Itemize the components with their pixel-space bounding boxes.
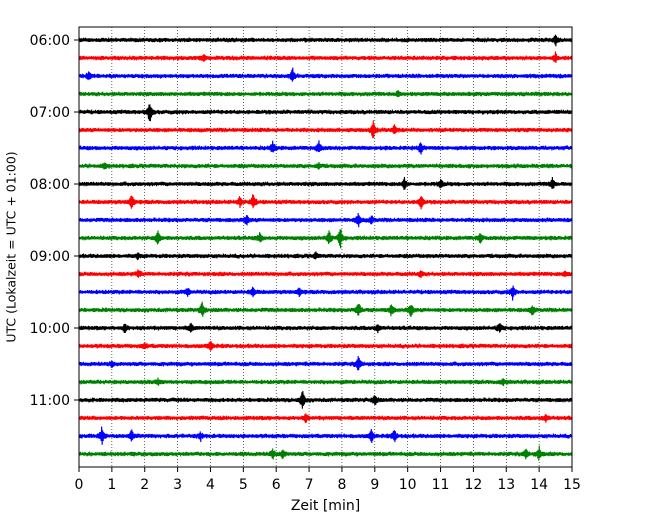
x-tick-label: 15 xyxy=(563,477,581,493)
x-tick-label: 11 xyxy=(432,477,450,493)
trace-1045 xyxy=(78,377,573,386)
trace-0645 xyxy=(78,90,573,98)
x-tick-label: 5 xyxy=(239,477,248,493)
y-tick-label: 11:00 xyxy=(30,393,70,409)
x-tick-label: 7 xyxy=(305,477,314,493)
y-tick-label: 08:00 xyxy=(30,177,70,193)
x-axis-ticks: 0 1 2 3 4 5 6 7 8 9 10 11 12 13 14 15 xyxy=(75,467,581,493)
y-tick-label: 10:00 xyxy=(30,321,70,337)
trace-0615 xyxy=(78,51,573,64)
trace-0800 xyxy=(78,176,573,190)
y-tick-label: 06:00 xyxy=(30,33,70,49)
x-tick-label: 10 xyxy=(399,477,417,493)
trace-0845 xyxy=(78,229,573,249)
trace-0900 xyxy=(78,251,573,261)
trace-0600 xyxy=(78,34,573,47)
x-tick-label: 14 xyxy=(530,477,548,493)
x-tick-label: 2 xyxy=(140,477,149,493)
trace-1115 xyxy=(78,413,573,423)
trace-0815 xyxy=(78,194,573,210)
trace-0915 xyxy=(78,269,573,278)
trace-1100 xyxy=(78,390,573,409)
x-tick-label: 3 xyxy=(173,477,182,493)
x-tick-label: 6 xyxy=(272,477,281,493)
vertical-grid xyxy=(111,27,540,467)
seismic-traces xyxy=(78,34,573,461)
trace-1145 xyxy=(78,445,573,461)
trace-1030 xyxy=(78,355,573,371)
trace-1000 xyxy=(78,322,573,334)
x-tick-label: 9 xyxy=(370,477,379,493)
trace-1015 xyxy=(78,341,573,351)
y-axis-label: UTC (Lokalzeit = UTC + 01:00) xyxy=(4,151,19,342)
trace-0730 xyxy=(78,140,573,155)
x-tick-label: 4 xyxy=(206,477,215,493)
plot-frame xyxy=(78,26,573,468)
trace-0830 xyxy=(78,213,573,228)
x-axis-label: Zeit [min] xyxy=(291,498,360,514)
trace-0745 xyxy=(78,161,573,170)
y-tick-label: 07:00 xyxy=(30,105,70,121)
x-tick-label: 13 xyxy=(497,477,515,493)
x-tick-label: 1 xyxy=(107,477,116,493)
y-axis-ticks: 06:00 07:00 08:00 09:00 10:00 11:00 xyxy=(30,33,79,409)
trace-1130 xyxy=(78,426,573,445)
x-tick-label: 12 xyxy=(464,477,482,493)
x-tick-label: 0 xyxy=(75,477,84,493)
trace-0930 xyxy=(78,285,573,301)
trace-0700 xyxy=(78,104,573,122)
y-tick-label: 09:00 xyxy=(30,249,70,265)
trace-0945 xyxy=(78,301,573,317)
trace-0715 xyxy=(78,120,573,139)
trace-0630 xyxy=(78,67,573,82)
x-tick-label: 8 xyxy=(337,477,346,493)
